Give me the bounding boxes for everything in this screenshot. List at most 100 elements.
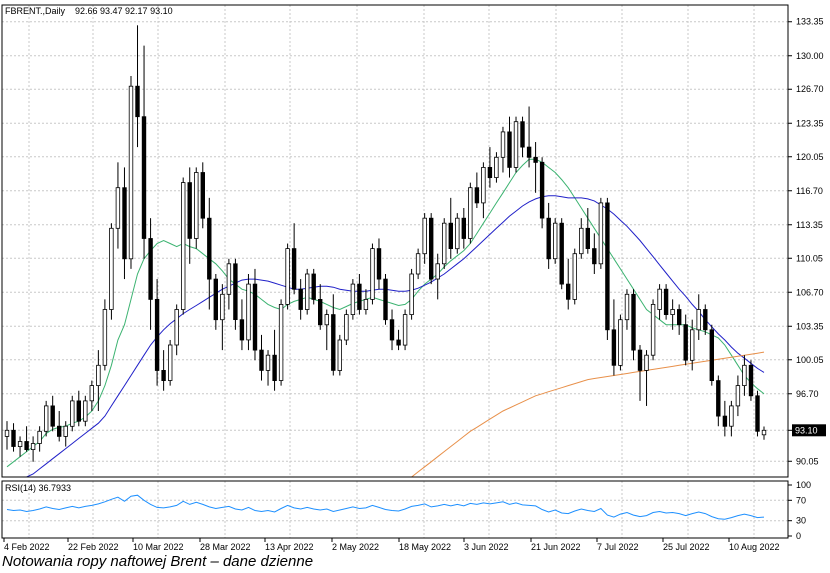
candle-body-down [376,248,382,280]
candle [415,248,421,280]
candle-body-down [539,161,545,219]
candle-body-up [194,172,199,239]
candle-body-up [690,329,695,361]
candle-body-down [272,354,277,382]
candle-body-down [546,217,551,260]
candle [396,329,401,351]
candle [200,162,205,229]
candle [376,238,382,290]
candle-body-up [468,187,473,239]
rsi-tick-label: 0 [796,531,801,541]
time-tick-label: 10 Mar 2022 [133,542,184,552]
candle [194,167,199,249]
time-tick-label: 22 Feb 2022 [68,542,119,552]
candle-body-up [4,429,10,437]
candle [128,76,134,269]
candle [729,400,734,437]
candle-body-down [135,85,140,118]
rsi-panel-frame [1,480,789,539]
candle [670,299,675,330]
candle [683,314,688,366]
candle-body-up [481,166,486,204]
candle-body-up [441,222,447,265]
candle-body-up [220,293,225,321]
candle-body-down [605,202,610,331]
candle [96,350,101,412]
candle [539,157,545,229]
candle [428,213,434,285]
candle [167,339,173,386]
candle [663,284,669,320]
candle [755,390,760,437]
price-tick-label: 103.35 [796,321,824,331]
candle-body-down [252,283,258,351]
candle-body-down [200,172,205,219]
candle [44,400,49,437]
candle [409,268,414,320]
candle-body-up [624,293,630,321]
candle-body-down [298,288,303,310]
candle-body-up [415,253,421,275]
candle-body-up [696,309,701,331]
price-tick-label: 123.35 [796,118,824,128]
candle-body-up [644,354,649,371]
candle [585,208,590,254]
candle [4,421,10,450]
candle [285,243,290,310]
candle-body-down [57,425,62,437]
candle-body-down [748,364,754,397]
candle [716,375,721,427]
candle-body-up [265,354,271,371]
candle [468,182,473,244]
last-price-label: 93.10 [795,425,818,435]
candle [761,426,767,440]
rsi-header: RSI(14) 36.7933 [5,483,71,493]
candle [363,289,369,315]
candle [507,116,512,178]
candle [598,197,604,269]
time-tick-label: 3 Jun 2022 [464,542,509,552]
candle-body-down [311,273,316,300]
candle [441,218,447,269]
candle-body-up [650,303,656,356]
candle [735,375,741,417]
candle-body-up [83,400,88,422]
candle [513,116,519,173]
candle-body-up [109,227,114,310]
candle [239,299,245,351]
candle [63,421,68,447]
candles [4,25,767,462]
candle-body-up [598,202,604,265]
candle-body-down [383,278,388,321]
candle [233,258,238,330]
chart-caption: Notowania ropy naftowej Brent – dane dzi… [2,553,314,570]
candle [500,126,506,173]
candle-body-up [513,121,519,168]
candle-body-up [324,314,329,326]
candle [455,213,460,254]
grid-lines [2,5,788,538]
candle-body-up [304,273,310,310]
candle-body-down [474,187,480,204]
price-tick-label: 130.00 [796,51,824,61]
candle-body-up [618,319,623,366]
candle [357,273,362,315]
price-tick-label: 133.35 [796,17,824,27]
candle-body-up [553,222,558,260]
candle [89,380,94,412]
time-tick-label: 13 Apr 2022 [265,542,314,552]
time-tick-label: 25 Jul 2022 [663,542,710,552]
candle [213,273,218,330]
candle [566,258,571,310]
candle [677,304,682,335]
candle-body-down [161,369,166,381]
candle-body-down [154,298,160,371]
candle [317,284,323,330]
candle [226,258,232,310]
candle [696,294,701,340]
candle-body-down [141,116,147,239]
candle-body-down [389,319,395,341]
candle [57,411,62,442]
candle [494,152,499,183]
price-tick-label: 100.05 [796,355,824,365]
